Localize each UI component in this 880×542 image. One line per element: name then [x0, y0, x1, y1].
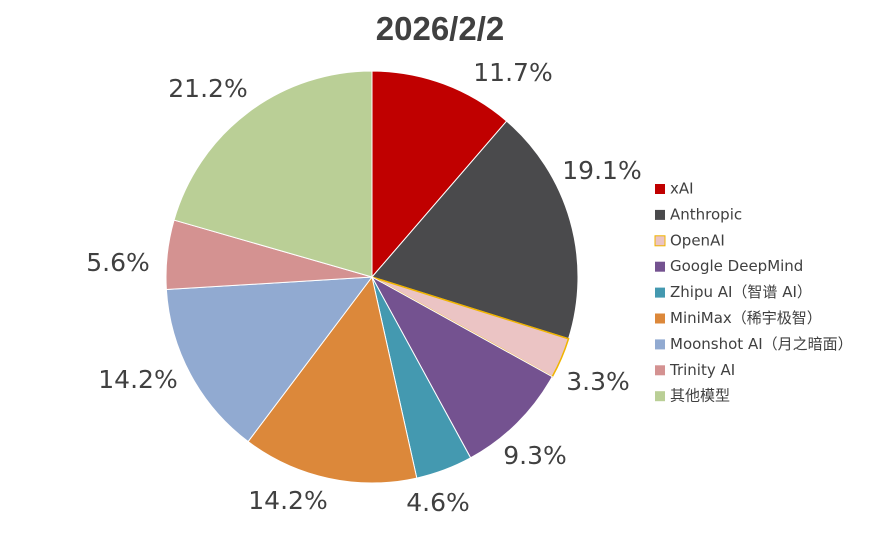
legend-swatch	[655, 391, 665, 402]
legend-label: Moonshot AI（月之暗面）	[670, 335, 853, 353]
pie-slice	[247, 275, 418, 484]
legend-label: Anthropic	[670, 205, 742, 223]
slice-data-label: 19.1%	[562, 156, 641, 185]
pie-slices	[165, 70, 579, 484]
legend-swatch	[655, 339, 665, 350]
legend-swatch	[655, 313, 665, 324]
slice-data-label: 3.3%	[566, 367, 630, 396]
legend-label: Google DeepMind	[670, 257, 803, 275]
legend-label: Trinity AI	[669, 361, 735, 379]
chart-title: 2026/2/2	[376, 10, 504, 47]
pie-slice	[370, 275, 553, 459]
slice-data-label: 5.6%	[86, 248, 150, 277]
legend-label: Zhipu AI（智谱 AI）	[670, 283, 812, 301]
pie-labels: 11.7% 19.1% 3.3% 9.3% 4.6% 14.2% 14.2% 5.6% 21.2…	[86, 58, 641, 517]
legend-label: MiniMax（稀宇极智）	[670, 309, 822, 327]
legend-swatch	[655, 261, 665, 272]
legend-swatch	[655, 287, 665, 298]
pie-slice	[165, 276, 374, 443]
slice-data-label: 14.2%	[248, 486, 327, 515]
legend-swatch	[654, 235, 666, 247]
slice-data-label: 21.2%	[168, 74, 247, 103]
legend-label: 其他模型	[670, 387, 730, 405]
legend-swatch	[655, 209, 665, 220]
pie-slice	[173, 70, 373, 278]
legend: xAI Anthropic OpenAI Google DeepMind Zhipu A…	[654, 180, 853, 405]
slice-data-label: 11.7%	[473, 58, 552, 87]
legend-label: OpenAI	[670, 231, 725, 249]
pie-slice	[371, 120, 579, 340]
slice-data-label: 14.2%	[98, 365, 177, 394]
legend-swatch	[655, 184, 665, 194]
slice-data-label: 9.3%	[503, 441, 567, 470]
slice-data-label: 4.6%	[406, 488, 470, 517]
legend-label: xAI	[670, 180, 694, 198]
pie-slice	[371, 70, 508, 279]
legend-swatch	[655, 365, 665, 376]
